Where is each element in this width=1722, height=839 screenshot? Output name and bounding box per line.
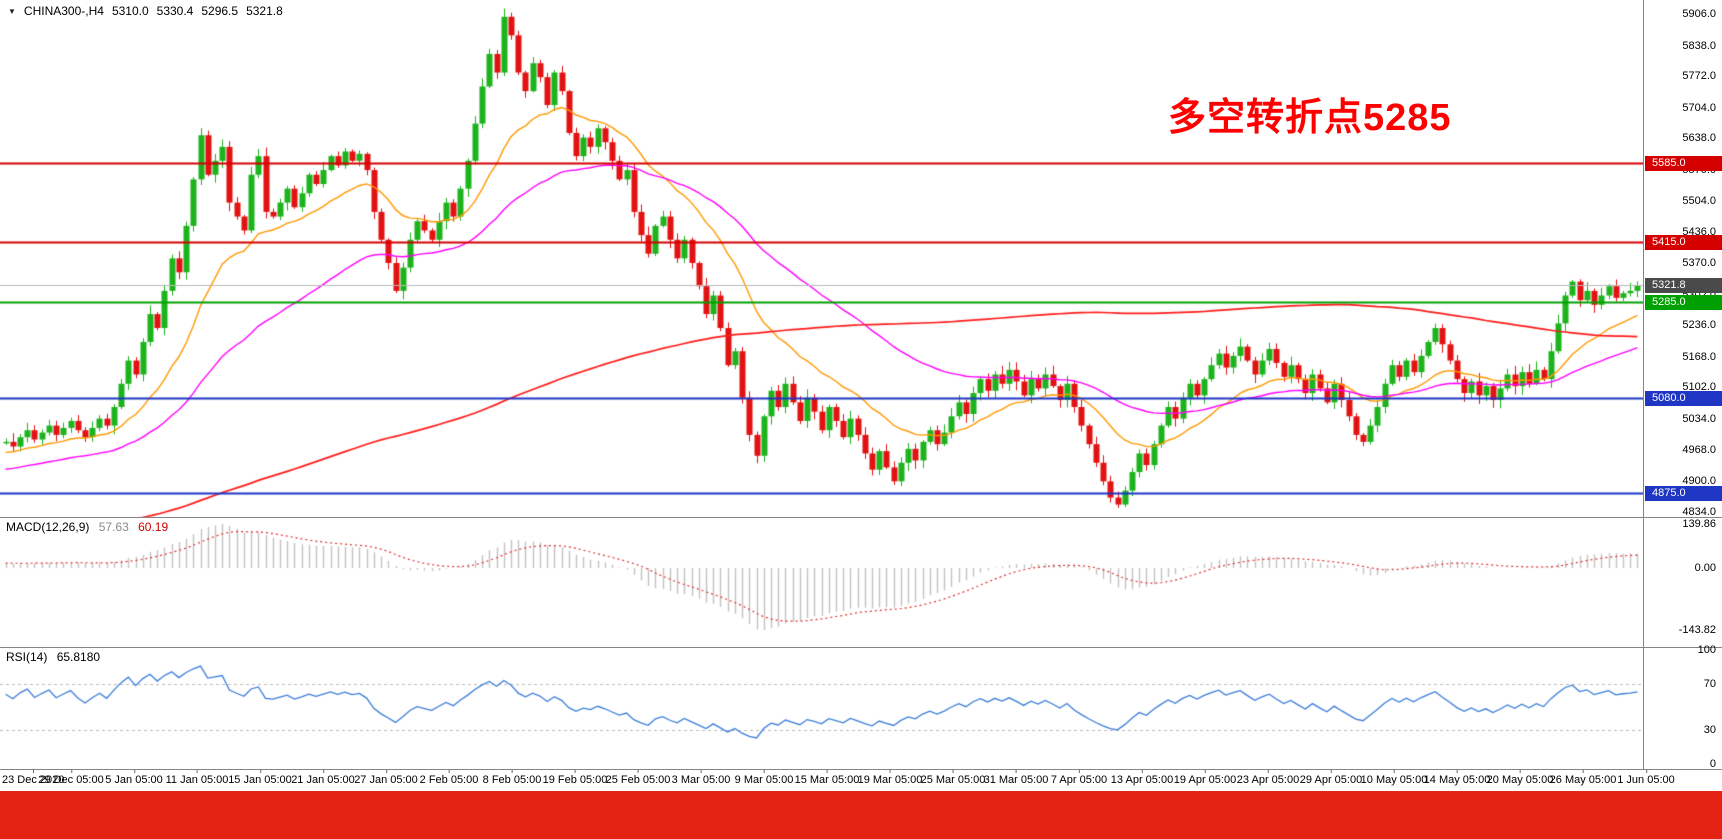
time-axis-label: 19 Mar 05:00 bbox=[857, 770, 923, 786]
macd-name: MACD(12,26,9) bbox=[6, 520, 90, 534]
symbol-name: CHINA300-,H4 bbox=[23, 4, 104, 18]
price-axis-label: 5236.0 bbox=[1682, 319, 1716, 332]
ohlc-low: 5296.5 bbox=[201, 4, 239, 18]
rsi-scale-label: 30 bbox=[1703, 723, 1716, 736]
macd-label: MACD(12,26,9) 57.63 60.19 bbox=[6, 520, 174, 534]
time-axis-label: 23 Dec 2020 bbox=[2, 770, 65, 786]
macd-scale-max: 139.86 bbox=[1682, 518, 1716, 530]
price-scale-separator bbox=[1643, 0, 1644, 769]
price-axis-label: 4968.0 bbox=[1682, 443, 1716, 456]
time-axis-label: 11 Jan 05:00 bbox=[165, 770, 229, 786]
time-axis-label: 27 Jan 05:00 bbox=[354, 770, 418, 786]
price-level-tag[interactable]: 5585.0 bbox=[1645, 156, 1722, 172]
annotation-text[interactable]: 多空转折点5285 bbox=[1168, 97, 1452, 139]
rsi-scale-label: 0 bbox=[1709, 758, 1716, 770]
current-price-tag: 5321.8 bbox=[1645, 278, 1722, 294]
symbol-info: ▼ CHINA300-,H4 5310.0 5330.4 5296.5 5321… bbox=[8, 4, 283, 18]
time-axis-label: 15 Jan 05:00 bbox=[228, 770, 292, 786]
rsi-value: 65.8180 bbox=[56, 650, 101, 664]
price-axis-label: 5504.0 bbox=[1682, 194, 1716, 207]
ohlc-close: 5321.8 bbox=[246, 4, 283, 18]
rsi-panel-canvas[interactable] bbox=[0, 648, 1643, 769]
time-axis-label: 25 Mar 05:00 bbox=[920, 770, 986, 786]
price-axis-label: 5772.0 bbox=[1682, 70, 1716, 83]
price-axis-label: 5370.0 bbox=[1682, 256, 1716, 269]
ohlc-high: 5330.4 bbox=[156, 4, 194, 18]
macd-scale-min: -143.82 bbox=[1678, 624, 1716, 636]
symbol-dropdown-icon[interactable]: ▼ bbox=[8, 6, 16, 16]
rsi-label: RSI(14) 65.8180 bbox=[6, 650, 106, 664]
time-axis-label: 29 Apr 05:00 bbox=[1299, 770, 1363, 786]
price-axis-label: 4900.0 bbox=[1682, 475, 1716, 488]
time-axis-label: 21 Jan 05:00 bbox=[291, 770, 355, 786]
time-axis-label: 1 Jun 05:00 bbox=[1617, 770, 1675, 786]
price-level-tag[interactable]: 4875.0 bbox=[1645, 485, 1722, 501]
time-axis-label: 14 May 05:00 bbox=[1423, 770, 1491, 786]
time-axis-label: 8 Feb 05:00 bbox=[482, 770, 542, 786]
time-axis-label: 19 Apr 05:00 bbox=[1173, 770, 1237, 786]
macd-panel-canvas[interactable] bbox=[0, 518, 1643, 647]
rsi-scale-label: 70 bbox=[1703, 678, 1716, 691]
time-axis-label: 15 Mar 05:00 bbox=[794, 770, 860, 786]
time-axis-label: 2 Feb 05:00 bbox=[419, 770, 479, 786]
panel-separator-rsi[interactable] bbox=[0, 647, 1722, 648]
main-chart-canvas[interactable] bbox=[0, 0, 1643, 518]
price-level-tag[interactable]: 5285.0 bbox=[1645, 295, 1722, 311]
time-axis-label: 20 May 05:00 bbox=[1486, 770, 1554, 786]
time-axis-label: 3 Mar 05:00 bbox=[671, 770, 731, 786]
price-level-tag[interactable]: 5080.0 bbox=[1645, 390, 1722, 406]
price-axis-label: 5838.0 bbox=[1682, 39, 1716, 52]
time-axis-label: 26 May 05:00 bbox=[1549, 770, 1617, 786]
price-axis-label: 4834.0 bbox=[1682, 505, 1716, 518]
price-level-tag[interactable]: 5415.0 bbox=[1645, 235, 1722, 251]
rsi-scale-label: 100 bbox=[1697, 644, 1716, 656]
time-axis-label: 29 Dec 05:00 bbox=[38, 770, 104, 786]
price-axis-label: 5906.0 bbox=[1682, 8, 1716, 20]
price-axis-label: 5034.0 bbox=[1682, 413, 1716, 426]
time-axis-label: 31 Mar 05:00 bbox=[983, 770, 1049, 786]
price-axis-label: 5638.0 bbox=[1682, 132, 1716, 145]
price-axis-label: 5704.0 bbox=[1682, 101, 1716, 114]
price-axis-label: 5168.0 bbox=[1682, 350, 1716, 363]
macd-value-signal: 60.19 bbox=[138, 520, 169, 534]
time-axis-label: 25 Feb 05:00 bbox=[605, 770, 671, 786]
macd-value-main: 57.63 bbox=[98, 520, 129, 534]
time-axis-label: 23 Apr 05:00 bbox=[1236, 770, 1300, 786]
footer-bar bbox=[0, 791, 1722, 839]
price-axis-label: 5102.0 bbox=[1682, 381, 1716, 394]
ohlc-open: 5310.0 bbox=[111, 4, 149, 18]
time-axis-label: 19 Feb 05:00 bbox=[542, 770, 608, 786]
time-axis-label: 9 Mar 05:00 bbox=[734, 770, 794, 786]
price-axis[interactable]: 5906.05838.05772.05704.05638.05570.05504… bbox=[1644, 0, 1722, 769]
time-axis-label: 7 Apr 05:00 bbox=[1050, 770, 1108, 786]
time-axis-label: 13 Apr 05:00 bbox=[1110, 770, 1174, 786]
panel-separator-macd[interactable] bbox=[0, 517, 1722, 518]
rsi-name: RSI(14) bbox=[6, 650, 48, 664]
time-axis-label: 10 May 05:00 bbox=[1360, 770, 1428, 786]
macd-scale-zero: 0.00 bbox=[1694, 562, 1716, 574]
time-axis-label: 5 Jan 05:00 bbox=[105, 770, 163, 786]
time-axis[interactable]: 23 Dec 2020 29 Dec 05:00 5 Jan 05:00 11 Jan… bbox=[0, 770, 1722, 791]
time-axis-separator bbox=[0, 769, 1722, 770]
